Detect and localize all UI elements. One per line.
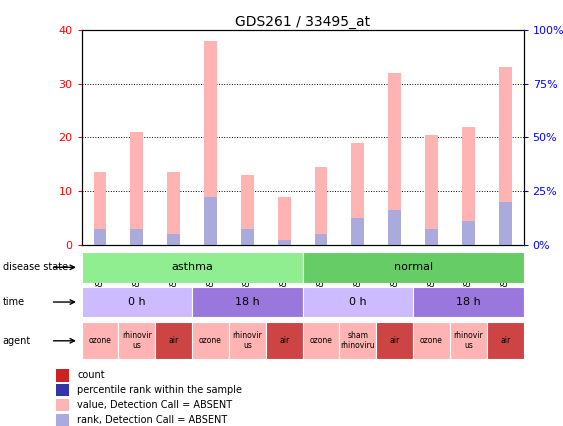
Text: percentile rank within the sample: percentile rank within the sample xyxy=(77,385,242,395)
Text: ozone: ozone xyxy=(199,336,222,345)
Text: rank, Detection Call = ABSENT: rank, Detection Call = ABSENT xyxy=(77,415,227,425)
Text: 18 h: 18 h xyxy=(235,297,260,307)
Text: rhinovir
us: rhinovir us xyxy=(233,331,262,351)
Bar xyxy=(56,369,69,382)
Text: ozone: ozone xyxy=(420,336,443,345)
Bar xyxy=(339,322,376,359)
Bar xyxy=(204,196,217,245)
Text: 0 h: 0 h xyxy=(349,297,367,307)
Text: ozone: ozone xyxy=(88,336,111,345)
Text: rhinovir
us: rhinovir us xyxy=(122,331,152,351)
Title: GDS261 / 33495_at: GDS261 / 33495_at xyxy=(235,15,370,29)
Bar xyxy=(56,384,69,396)
Text: air: air xyxy=(500,336,510,345)
Bar xyxy=(413,322,450,359)
Bar xyxy=(192,322,229,359)
Bar xyxy=(425,135,438,245)
Bar xyxy=(413,287,524,317)
Bar xyxy=(315,234,328,245)
Text: asthma: asthma xyxy=(171,262,213,272)
Bar xyxy=(499,202,512,245)
Bar xyxy=(82,252,303,283)
Bar xyxy=(241,175,254,245)
Text: rhinovir
us: rhinovir us xyxy=(453,331,483,351)
Text: air: air xyxy=(279,336,289,345)
Text: count: count xyxy=(77,370,105,380)
Bar xyxy=(351,218,364,245)
Bar xyxy=(315,167,328,245)
Bar xyxy=(388,210,401,245)
Bar xyxy=(450,322,487,359)
Text: value, Detection Call = ABSENT: value, Detection Call = ABSENT xyxy=(77,400,233,410)
Bar xyxy=(425,229,438,245)
Text: time: time xyxy=(3,297,25,307)
Text: normal: normal xyxy=(394,262,432,272)
Text: sham
rhinoviru: sham rhinoviru xyxy=(341,331,375,351)
Bar xyxy=(167,234,180,245)
Bar xyxy=(388,73,401,245)
Bar xyxy=(204,40,217,245)
Bar xyxy=(192,287,303,317)
Bar xyxy=(155,322,192,359)
Text: agent: agent xyxy=(3,336,31,346)
Bar xyxy=(376,322,413,359)
Bar xyxy=(241,229,254,245)
Bar xyxy=(93,173,106,245)
Bar xyxy=(56,399,69,411)
Bar xyxy=(167,173,180,245)
Bar xyxy=(462,221,475,245)
Bar xyxy=(303,252,524,283)
Text: air: air xyxy=(168,336,179,345)
Text: ozone: ozone xyxy=(310,336,333,345)
Bar xyxy=(82,322,118,359)
Bar xyxy=(56,414,69,426)
Bar xyxy=(266,322,303,359)
Text: disease state: disease state xyxy=(3,262,68,272)
Bar xyxy=(303,322,339,359)
Bar xyxy=(131,132,144,245)
Text: 18 h: 18 h xyxy=(456,297,481,307)
Text: air: air xyxy=(390,336,400,345)
Bar xyxy=(118,322,155,359)
Bar xyxy=(278,196,291,245)
Bar xyxy=(499,67,512,245)
Bar xyxy=(351,143,364,245)
Text: 0 h: 0 h xyxy=(128,297,146,307)
Bar xyxy=(82,287,192,317)
Bar xyxy=(487,322,524,359)
Bar xyxy=(462,127,475,245)
Bar xyxy=(303,287,413,317)
Bar xyxy=(229,322,266,359)
Bar xyxy=(278,239,291,245)
Bar xyxy=(93,229,106,245)
Bar xyxy=(131,229,144,245)
